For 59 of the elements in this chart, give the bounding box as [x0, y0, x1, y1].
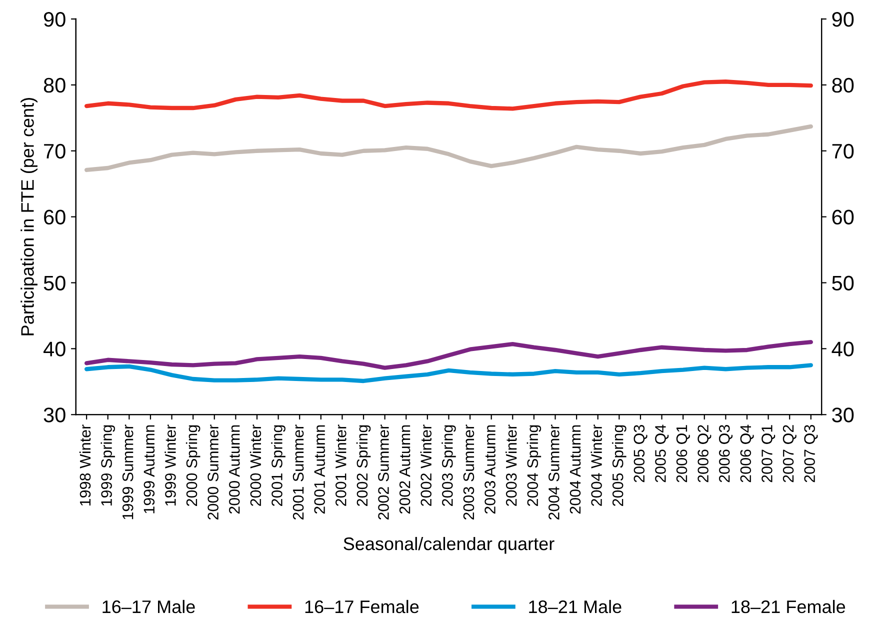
- y-tick-label: 40: [43, 342, 66, 356]
- x-tick-label: 2003 Winter: [506, 424, 517, 506]
- legend-label: 16–17 Female: [305, 600, 419, 614]
- x-tick-label: 2006 Q1: [676, 425, 690, 482]
- line-series: [84, 80, 813, 111]
- line-series: [84, 124, 813, 172]
- x-tick-label: 2000 Autumn: [228, 425, 240, 514]
- y2-tick-label: 60: [832, 210, 854, 225]
- y2-tick-label: 90: [832, 12, 854, 27]
- y2-tick-label: 70: [832, 144, 854, 159]
- y2-tick-label: 30: [832, 408, 854, 422]
- x-tick-label: 2003 Summer: [463, 424, 474, 520]
- y2-tick-label: 50: [832, 276, 854, 290]
- x-tick-label: 2000 Summer: [208, 424, 218, 520]
- x-tick-label: 2002 Winter: [420, 424, 432, 506]
- y-tick-label: 90: [44, 12, 66, 27]
- x-tick-label: 2006 Q2: [698, 425, 712, 482]
- x-tick-label: 2001 Summer: [292, 424, 304, 520]
- x-tick-label: 2005 Spring: [612, 425, 626, 506]
- x-tick-label: 2001 Winter: [335, 424, 346, 506]
- x-tick-label: 2007 Q2: [782, 425, 796, 482]
- x-tick-label: 2003 Spring: [442, 425, 456, 506]
- x-tick-label: 1999 Spring: [100, 425, 115, 506]
- x-tick-label: 2004 Winter: [590, 424, 602, 506]
- x-tick-label: 2006 Q3: [718, 425, 733, 482]
- x-tick-label: 2000 Spring: [186, 425, 200, 506]
- legend-label: 16–17 Male: [102, 600, 195, 614]
- x-tick-label: 2002 Summer: [378, 424, 389, 520]
- legend-label: 18–21 Male: [529, 600, 622, 614]
- y-tick-label: 60: [44, 210, 66, 225]
- x-tick-label: 2002 Spring: [356, 425, 371, 506]
- y2-tick-label: 80: [832, 78, 854, 93]
- x-tick-label: 2005 Q3: [634, 425, 648, 482]
- y2-tick-label: 40: [832, 342, 854, 356]
- y-tick-label: 80: [44, 78, 66, 93]
- x-tick-label: 1999 Winter: [164, 424, 176, 506]
- y-axis-title: Participation in FTE (per cent): [20, 98, 38, 336]
- legend-label: 18–21 Female: [732, 600, 846, 614]
- x-tick-label: 1999 Summer: [122, 424, 134, 520]
- x-tick-label: 2002 Autumn: [399, 425, 410, 514]
- x-tick-label: 1998 Winter: [79, 424, 91, 506]
- x-tick-label: 2001 Autumn: [314, 425, 326, 514]
- x-tick-label: 2004 Autumn: [570, 425, 581, 514]
- x-tick-label: 2007 Q1: [762, 425, 776, 482]
- x-tick-label: 2007 Q3: [804, 425, 818, 482]
- x-tick-label: 2004 Spring: [526, 425, 542, 506]
- y-tick-label: 30: [44, 408, 66, 422]
- x-tick-label: 2005 Q4: [655, 424, 669, 482]
- x-tick-label: 2006 Q4: [740, 424, 754, 482]
- y-tick-label: 50: [44, 276, 66, 290]
- x-tick-label: 1999 Autumn: [144, 425, 155, 514]
- y-tick-label: 70: [44, 144, 66, 159]
- x-tick-label: 2003 Autumn: [484, 425, 496, 514]
- line-series: [84, 340, 813, 370]
- x-tick-label: 2000 Winter: [250, 424, 262, 506]
- x-tick-label: 2004 Summer: [548, 424, 560, 520]
- x-axis-title: Seasonal/calendar quarter: [344, 536, 554, 554]
- x-tick-label: 2001 Spring: [271, 425, 286, 506]
- line-series: [84, 363, 813, 384]
